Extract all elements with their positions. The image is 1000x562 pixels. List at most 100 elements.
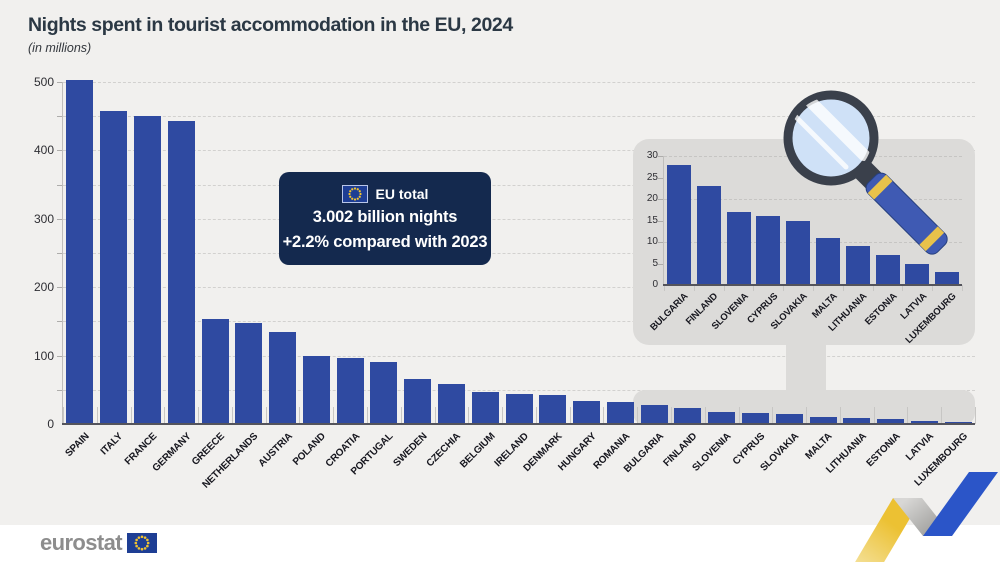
bar-poland bbox=[302, 355, 330, 424]
x-label-malta: MALTA bbox=[804, 431, 835, 462]
x-label-austria: AUSTRIA bbox=[256, 431, 295, 470]
main-y-tick-label: 100 bbox=[33, 348, 54, 363]
eu-total-change: +2.2% compared with 2023 bbox=[282, 232, 488, 251]
bar-italy bbox=[100, 110, 128, 424]
x-label-germany: GERMANY bbox=[150, 431, 194, 474]
x-label-slovenia: SLOVENIA bbox=[690, 431, 734, 474]
x-label-hungary: HUNGARY bbox=[556, 431, 599, 474]
main-y-minor-tick bbox=[57, 218, 62, 220]
bar-croatia bbox=[336, 358, 364, 424]
flag-star bbox=[350, 187, 353, 190]
flag-star bbox=[347, 192, 351, 195]
bar-germany bbox=[167, 121, 195, 424]
main-y-minor-tick bbox=[57, 184, 62, 186]
main-y-minor-tick bbox=[57, 389, 62, 391]
main-x-tick bbox=[299, 407, 301, 424]
main-x-tick bbox=[333, 407, 335, 424]
x-label-luxembourg: LUXEMBOURG bbox=[912, 431, 970, 489]
main-gridline-500 bbox=[63, 82, 975, 83]
bar-portugal bbox=[370, 362, 398, 424]
eu-total-callout: EU total 3.002 billion nights +2.2% comp… bbox=[279, 172, 491, 265]
main-y-tick-label: 400 bbox=[33, 143, 54, 158]
flag-star bbox=[356, 197, 359, 200]
flag-star bbox=[134, 541, 138, 545]
bar-france bbox=[133, 115, 161, 424]
main-y-tick-label: 500 bbox=[33, 75, 54, 89]
x-label-estonia: ESTONIA bbox=[864, 431, 903, 470]
flag-star bbox=[356, 187, 359, 190]
main-y-minor-tick bbox=[57, 150, 62, 152]
bar-romania bbox=[606, 402, 634, 424]
main-gridline-450 bbox=[63, 116, 975, 118]
bar-sweden bbox=[404, 378, 432, 424]
flag-star bbox=[146, 544, 149, 548]
x-label-romania: ROMANIA bbox=[591, 431, 633, 472]
x-label-czechia: CZECHIA bbox=[425, 431, 464, 470]
bar-denmark bbox=[539, 395, 567, 424]
flag-star bbox=[135, 538, 138, 542]
eu-total-label: EU total bbox=[375, 185, 429, 202]
main-x-tick bbox=[468, 407, 470, 424]
flag-star bbox=[358, 192, 362, 195]
x-label-portugal: PORTUGAL bbox=[349, 431, 396, 478]
main-x-tick bbox=[231, 407, 233, 424]
main-y-axis bbox=[62, 82, 63, 424]
x-label-latvia: LATVIA bbox=[904, 431, 937, 463]
main-x-tick bbox=[400, 407, 402, 424]
main-x-tick bbox=[367, 407, 368, 424]
magnifier-panel bbox=[633, 139, 975, 345]
x-label-ireland: IRELAND bbox=[492, 431, 531, 470]
main-x-tick bbox=[265, 407, 267, 424]
page-title: Nights spent in tourist accommodation in… bbox=[28, 14, 513, 36]
flag-star bbox=[348, 195, 351, 198]
flag-star bbox=[135, 544, 138, 548]
x-label-netherlands: NETHERLANDS bbox=[200, 431, 261, 491]
flag-star bbox=[140, 535, 144, 539]
magnifier-highlight-area bbox=[633, 390, 975, 425]
main-y-minor-tick bbox=[57, 116, 62, 118]
flag-star bbox=[140, 547, 144, 551]
flag-star bbox=[146, 541, 150, 545]
flag-star bbox=[358, 189, 361, 192]
x-label-bulgaria: BULGARIA bbox=[621, 431, 666, 475]
main-y-minor-tick bbox=[57, 253, 62, 254]
bar-hungary bbox=[573, 400, 601, 424]
main-y-tick-label: 0 bbox=[47, 417, 54, 431]
flag-star bbox=[353, 197, 356, 201]
main-x-tick bbox=[434, 407, 436, 424]
page-subtitle: (in millions) bbox=[28, 41, 92, 55]
flag-star bbox=[137, 547, 141, 550]
main-x-tick bbox=[603, 407, 605, 424]
bar-belgium bbox=[471, 391, 499, 424]
eu-flag-icon bbox=[341, 184, 368, 203]
main-y-minor-tick bbox=[57, 82, 62, 83]
x-label-cyprus: CYPRUS bbox=[730, 431, 768, 468]
flag-star bbox=[358, 195, 361, 198]
eu-total-value: 3.002 billion nights bbox=[312, 207, 458, 226]
x-label-poland: POLAND bbox=[291, 431, 329, 468]
flag-star bbox=[146, 538, 149, 542]
main-x-tick bbox=[535, 407, 537, 424]
x-label-sweden: SWEDEN bbox=[391, 431, 430, 469]
x-label-belgium: BELGIUM bbox=[457, 431, 498, 471]
main-gridline-100 bbox=[63, 355, 975, 357]
flag-star bbox=[353, 186, 356, 190]
x-label-italy: ITALY bbox=[99, 431, 126, 458]
main-x-tick bbox=[569, 407, 571, 424]
x-label-spain: SPAIN bbox=[63, 431, 92, 460]
main-x-tick bbox=[63, 407, 64, 424]
x-label-france: FRANCE bbox=[122, 431, 160, 468]
eurostat-logo: eurostat bbox=[40, 530, 157, 556]
main-x-tick bbox=[502, 407, 504, 424]
eurostat-wordmark: eurostat bbox=[40, 530, 123, 555]
main-x-tick bbox=[130, 407, 132, 424]
flag-star bbox=[350, 197, 353, 200]
main-y-tick-label: 200 bbox=[33, 280, 54, 295]
magnifier-panel-neck bbox=[786, 332, 826, 394]
bar-ireland bbox=[505, 393, 533, 424]
x-label-croatia: CROATIA bbox=[323, 431, 362, 470]
flag-star bbox=[348, 189, 351, 192]
main-y-tick-label: 300 bbox=[33, 211, 54, 226]
main-y-minor-tick bbox=[57, 355, 62, 357]
flag-star bbox=[143, 547, 147, 550]
